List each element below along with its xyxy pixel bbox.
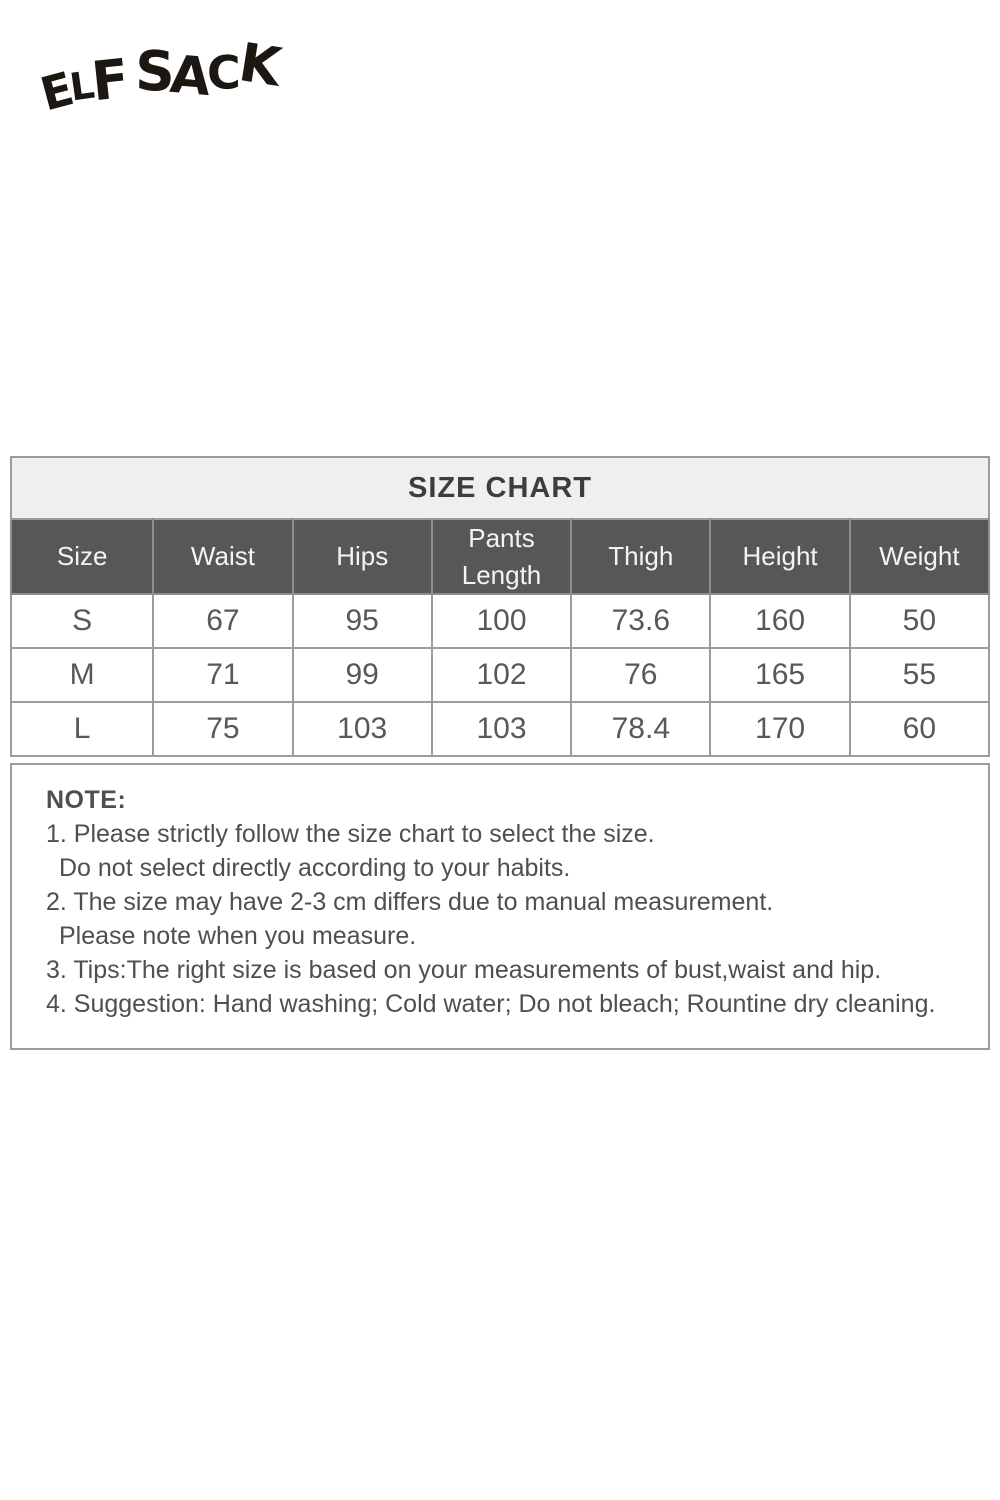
column-header-pants-length: Pants Length xyxy=(430,518,573,595)
note-section: NOTE: 1. Please strictly follow the size… xyxy=(10,763,990,1050)
column-header-waist: Waist xyxy=(152,518,294,595)
size-chart-section: SIZE CHART Size Waist Hips Pants Length … xyxy=(9,456,991,757)
cell-pants-length: 103 xyxy=(430,701,573,757)
header-row: Size Waist Hips Pants Length Thigh Heigh… xyxy=(9,518,991,595)
cell-thigh: 78.4 xyxy=(570,701,712,757)
note-line-1: 1. Please strictly follow the size chart… xyxy=(46,820,655,848)
cell-weight: 60 xyxy=(848,701,991,757)
brand-logo: ELFSACK xyxy=(34,32,286,122)
cell-pants-length: 102 xyxy=(430,647,573,703)
cell-waist: 71 xyxy=(152,647,294,703)
table-row-size-l: L 75 103 103 78.4 170 60 xyxy=(9,701,991,757)
cell-size: M xyxy=(9,647,155,703)
note-line-1b: Do not select directly according to your… xyxy=(59,854,571,882)
note-line-4: 4. Suggestion: Hand washing; Cold water;… xyxy=(46,990,936,1018)
cell-size: S xyxy=(9,593,155,649)
cell-waist: 75 xyxy=(152,701,294,757)
column-header-hips: Hips xyxy=(291,518,433,595)
cell-thigh: 76 xyxy=(570,647,712,703)
table-row-size-s: S 67 95 100 73.6 160 50 xyxy=(9,593,991,649)
column-header-weight: Weight xyxy=(848,518,991,595)
table-row-size-m: M 71 99 102 76 165 55 xyxy=(9,647,991,703)
cell-weight: 50 xyxy=(848,593,991,649)
column-header-height: Height xyxy=(709,518,851,595)
cell-weight: 55 xyxy=(848,647,991,703)
note-line-2b: Please note when you measure. xyxy=(59,922,417,950)
cell-hips: 99 xyxy=(291,647,433,703)
size-chart-title: SIZE CHART xyxy=(10,456,990,518)
column-header-thigh: Thigh xyxy=(570,518,712,595)
cell-hips: 103 xyxy=(291,701,433,757)
note-line-3: 3. Tips:The right size is based on your … xyxy=(46,956,882,984)
cell-pants-length: 100 xyxy=(430,593,573,649)
cell-waist: 67 xyxy=(152,593,294,649)
cell-size: L xyxy=(9,701,155,757)
column-header-size: Size xyxy=(9,518,155,595)
cell-hips: 95 xyxy=(291,593,433,649)
cell-thigh: 73.6 xyxy=(570,593,712,649)
cell-height: 170 xyxy=(709,701,851,757)
note-heading: NOTE: xyxy=(46,786,127,814)
note-line-2: 2. The size may have 2-3 cm differs due … xyxy=(46,888,774,916)
size-chart-table: Size Waist Hips Pants Length Thigh Heigh… xyxy=(9,518,991,757)
cell-height: 165 xyxy=(709,647,851,703)
cell-height: 160 xyxy=(709,593,851,649)
